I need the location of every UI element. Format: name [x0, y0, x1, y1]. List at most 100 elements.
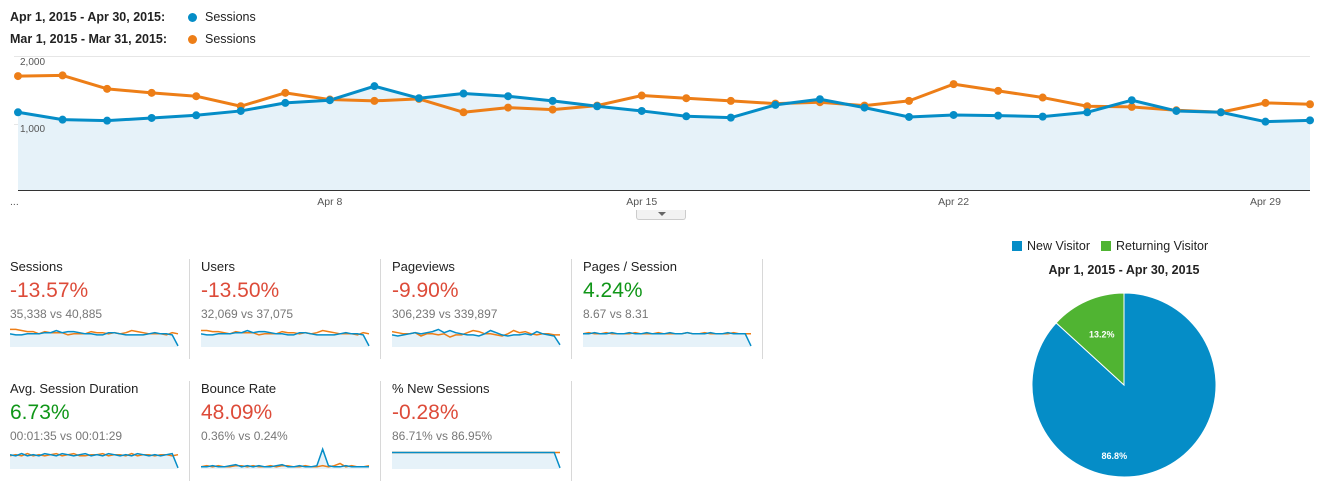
data-point-current[interactable] — [1038, 112, 1047, 121]
pie-slice-returning-visitor[interactable] — [1055, 292, 1125, 387]
data-point-current[interactable] — [1172, 106, 1181, 115]
x-tick-label: Apr 22 — [938, 196, 969, 208]
pie-swatch-new — [1012, 241, 1022, 251]
x-tick-label: Apr 15 — [626, 196, 657, 208]
data-point-previous[interactable] — [726, 96, 735, 105]
data-point-current[interactable] — [815, 95, 824, 104]
scorecard-sparkline — [392, 328, 561, 347]
series-area-current — [18, 86, 1310, 190]
data-point-previous[interactable] — [103, 84, 112, 93]
scorecard-sparkline — [10, 328, 179, 347]
scorecard-compare: 306,239 vs 339,897 — [392, 307, 498, 321]
data-point-previous[interactable] — [1083, 102, 1092, 111]
data-point-previous[interactable] — [1306, 100, 1314, 109]
data-point-previous[interactable] — [949, 80, 958, 89]
pie-legend-returning-visitor[interactable]: Returning Visitor — [1100, 239, 1209, 253]
data-point-previous[interactable] — [14, 72, 22, 81]
data-point-previous[interactable] — [192, 92, 201, 101]
x-tick-label: Apr 29 — [1250, 196, 1281, 208]
data-point-current[interactable] — [637, 106, 646, 115]
data-point-current[interactable] — [325, 96, 334, 105]
data-point-current[interactable] — [548, 96, 557, 105]
data-point-current[interactable] — [236, 106, 245, 115]
scorecard-users[interactable]: Users -13.50% 32,069 vs 37,075 — [201, 259, 381, 359]
scorecard-compare: 86.71% vs 86.95% — [392, 429, 493, 443]
pie-legend: New Visitor Returning Visitor — [1012, 239, 1219, 253]
scorecard-label: Users — [201, 259, 235, 274]
data-point-previous[interactable] — [504, 103, 513, 112]
data-point-previous[interactable] — [1261, 98, 1270, 107]
sparkline-area — [583, 332, 751, 347]
data-point-previous[interactable] — [1038, 93, 1047, 102]
data-point-current[interactable] — [504, 92, 513, 101]
chart-collapse-handle[interactable] — [636, 210, 686, 220]
data-point-current[interactable] — [860, 103, 869, 112]
data-point-current[interactable] — [1083, 108, 1092, 117]
legend-previous[interactable]: Mar 1, 2015 - Mar 31, 2015: Sessions — [10, 31, 256, 47]
pie-legend-label: Returning Visitor — [1115, 239, 1209, 253]
scorecard-label: Pages / Session — [583, 259, 677, 274]
legend-series-label: Sessions — [205, 32, 256, 46]
data-point-current[interactable] — [771, 100, 780, 109]
data-point-previous[interactable] — [682, 94, 691, 103]
sparkline-current — [201, 329, 370, 347]
data-point-previous[interactable] — [905, 96, 914, 105]
data-point-current[interactable] — [994, 111, 1003, 120]
data-point-current[interactable] — [192, 111, 201, 120]
data-point-current[interactable] — [593, 102, 602, 111]
data-point-previous[interactable] — [370, 96, 379, 105]
sparkline-current — [392, 451, 561, 469]
scorecard-sessions[interactable]: Sessions -13.57% 35,338 vs 40,885 — [10, 259, 190, 359]
data-point-current[interactable] — [281, 98, 290, 107]
data-point-previous[interactable] — [637, 91, 646, 100]
sparkline-area — [10, 453, 178, 469]
scorecard-sparkline — [10, 452, 179, 469]
data-point-current[interactable] — [147, 113, 156, 122]
data-point-current[interactable] — [1261, 117, 1270, 126]
data-point-previous[interactable] — [281, 88, 290, 97]
pie-swatch-returning — [1100, 241, 1111, 251]
data-point-current[interactable] — [1216, 108, 1225, 117]
scorecard-label: Avg. Session Duration — [10, 381, 139, 396]
legend-series-label: Sessions — [205, 10, 256, 24]
data-point-current[interactable] — [905, 112, 914, 121]
pie-legend-label: New Visitor — [1027, 239, 1090, 253]
scorecard-change: -13.50% — [201, 279, 280, 302]
x-tick-label: ... — [10, 196, 19, 208]
sparkline-area — [392, 452, 560, 469]
data-point-current[interactable] — [682, 112, 691, 121]
data-point-current[interactable] — [58, 115, 67, 124]
scorecard-pages-per-session[interactable]: Pages / Session 4.24% 8.67 vs 8.31 — [583, 259, 763, 359]
data-point-previous[interactable] — [1127, 102, 1136, 111]
scorecard-avg-session-duration[interactable]: Avg. Session Duration 6.73% 00:01:35 vs … — [10, 381, 190, 481]
data-point-previous[interactable] — [548, 105, 557, 114]
sparkline-current — [10, 452, 179, 469]
data-point-current[interactable] — [949, 110, 958, 119]
scorecard-compare: 35,338 vs 40,885 — [10, 307, 103, 321]
data-point-current[interactable] — [414, 94, 423, 103]
scorecard-change: -9.90% — [392, 279, 459, 302]
data-point-current[interactable] — [370, 82, 379, 91]
data-point-current[interactable] — [459, 89, 468, 98]
scorecard-compare: 8.67 vs 8.31 — [583, 307, 649, 321]
legend-current[interactable]: Apr 1, 2015 - Apr 30, 2015: Sessions — [10, 9, 256, 25]
data-point-current[interactable] — [1306, 116, 1314, 125]
scorecard-sparkline — [392, 451, 561, 469]
data-point-current[interactable] — [726, 113, 735, 122]
visitor-type-pie-chart[interactable]: 86.8% 13.2% — [1024, 285, 1224, 485]
legend-dot-blue — [188, 12, 197, 22]
scorecard-label: Sessions — [10, 259, 63, 274]
data-point-previous[interactable] — [994, 86, 1003, 95]
data-point-previous[interactable] — [459, 108, 468, 117]
sessions-line-chart[interactable]: 2,000 1,000... Apr 8 Apr 15 Apr 22 Apr 29 — [0, 52, 1324, 210]
data-point-previous[interactable] — [58, 71, 67, 80]
data-point-current[interactable] — [1127, 96, 1136, 105]
scorecard-bounce-rate[interactable]: Bounce Rate 48.09% 0.36% vs 0.24% — [201, 381, 381, 481]
data-point-current[interactable] — [14, 108, 22, 117]
pie-legend-new-visitor[interactable]: New Visitor — [1012, 239, 1090, 253]
scorecard-percent-new-sessions[interactable]: % New Sessions -0.28% 86.71% vs 86.95% — [392, 381, 572, 481]
data-point-previous[interactable] — [147, 88, 156, 97]
scorecard-pageviews[interactable]: Pageviews -9.90% 306,239 vs 339,897 — [392, 259, 572, 359]
pie-title: Apr 1, 2015 - Apr 30, 2015 — [1048, 263, 1200, 277]
data-point-current[interactable] — [103, 116, 112, 125]
